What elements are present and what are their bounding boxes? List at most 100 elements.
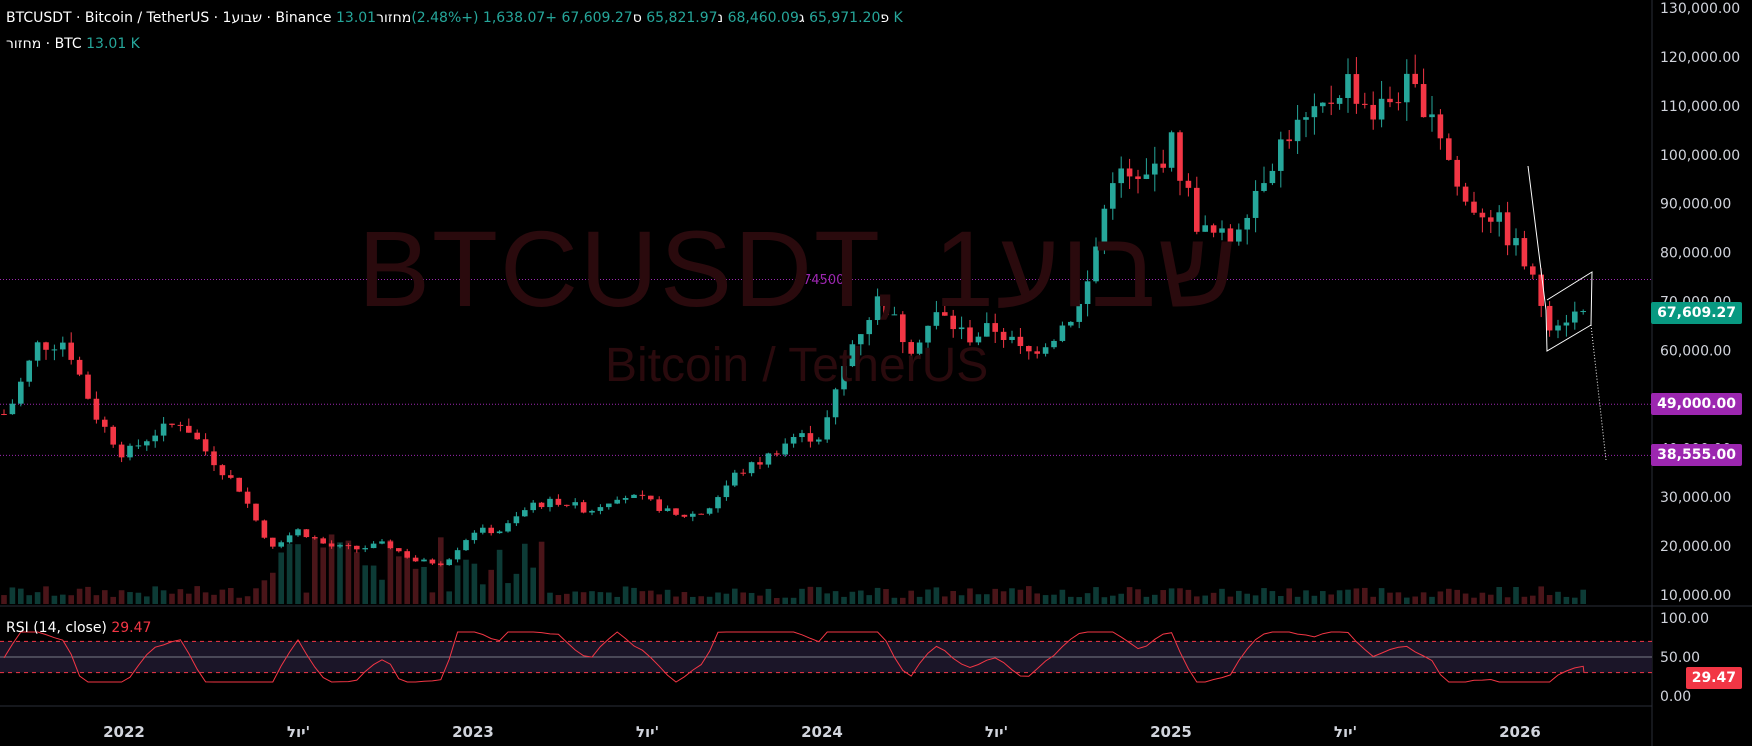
candle-body [639,494,646,496]
volume-bar [295,544,301,604]
horizontal-levels[interactable] [0,278,1652,456]
volume-bar [110,596,116,604]
candle-body [1219,228,1225,233]
volume-bar [118,590,125,604]
candle-body [1118,168,1124,184]
volume-bar [967,588,973,604]
rsi-header[interactable]: RSI (14, close) 29.47 [6,620,151,636]
volume-bar [1488,594,1494,604]
candle-body [589,510,595,513]
candle-body [849,344,856,367]
volume-bar [1412,596,1418,604]
candle-body [891,314,898,316]
candle-body [1311,106,1318,118]
candle-body [1076,303,1082,322]
volume-bar [480,584,486,604]
candle-body [253,503,259,521]
volume-bar [68,595,74,604]
volume-bar [1244,593,1250,604]
candle-body [1227,228,1234,242]
candle-body [404,551,410,558]
volume-bar [614,596,620,604]
volume-bar [1219,588,1225,604]
volume-bar [186,593,192,604]
volume-bar [505,583,511,604]
candles[interactable] [1,54,1586,567]
volume-bar [1420,592,1427,604]
volume-bar [1513,587,1519,604]
volume-bar [1236,590,1242,604]
candle-body [488,527,494,534]
candle-body [1009,336,1015,341]
volume-value: 13.01 K [336,10,903,26]
candle-body [438,563,444,566]
triangle-drawing[interactable] [1527,165,1607,461]
candle-body [1513,238,1519,246]
candle-body [236,477,242,492]
candle-body [1328,102,1334,104]
volume-bar [51,595,58,604]
candle-body [387,541,394,549]
candle-body [908,342,914,354]
candle-body [547,498,553,508]
volume-bar [18,588,24,604]
candle-body [807,433,814,442]
volume-bar [883,589,889,604]
candle-body [202,439,209,452]
volume-bar [1437,591,1444,604]
rsi-tick-label: 100.00 [1660,611,1709,627]
symbol-header[interactable]: BTCUSDT · Bitcoin / TetherUS · 1שבוע · B… [6,10,903,26]
candle-body [622,498,629,500]
volume-bar [1446,588,1452,604]
candle-body [328,543,335,547]
candle-body [219,465,226,476]
volume-bar [1303,590,1309,604]
volume-bar [799,588,805,604]
candle-body [160,423,167,436]
volume-bar [85,586,91,604]
volume-bar [471,563,478,604]
candle-body [765,453,772,465]
volume-bar [816,587,822,604]
time-axis[interactable]: 2022 יול' 2023 יול' 2024 יול' 2025 יול' 2026 [103,723,1541,741]
volume-bar [748,592,755,604]
high-value: 68,460.09 [727,10,799,26]
candle-body [446,559,452,566]
candle-body [228,475,234,478]
rsi-pane[interactable]: 100.00 50.00 0.00 [0,611,1709,705]
candle-body [1378,98,1385,120]
price-tick-label: 30,000.00 [1660,490,1731,506]
candle-body [1563,322,1570,326]
volume-bar [9,587,16,604]
candle-body [278,542,284,547]
candle-body [555,498,562,505]
volume-bar [849,591,856,604]
candle-body [1236,229,1242,242]
volume-bar [1504,597,1511,604]
symbol-line[interactable]: BTCUSDT · Bitcoin / TetherUS · 1שבוע · B… [6,10,332,26]
candle-body [1152,163,1158,175]
volume-bar [732,588,738,604]
candle-body [1437,114,1444,139]
volume-line-value: 13.01 K [86,36,140,52]
open-value: 65,971.20 [809,10,881,26]
candle-body [505,523,511,532]
volume-bar [354,552,360,604]
close-label: ס [632,10,642,26]
volume-bar [127,592,133,604]
candle-body [832,389,839,418]
candle-body [1000,331,1007,341]
candle-body [790,437,797,444]
low-value: 65,821.97 [646,10,718,26]
price-tick-label: 120,000.00 [1660,50,1740,66]
projection-line [1590,324,1607,461]
volume-header[interactable]: מחזור · BTC 13.01 K [6,36,140,52]
volume-bar [1278,595,1284,604]
volume-bar [76,588,83,604]
volume-bar [530,567,536,604]
volume-bar [958,595,965,604]
volume-bar [303,592,310,604]
volume-bar [244,596,251,604]
candle-body [1320,102,1326,107]
